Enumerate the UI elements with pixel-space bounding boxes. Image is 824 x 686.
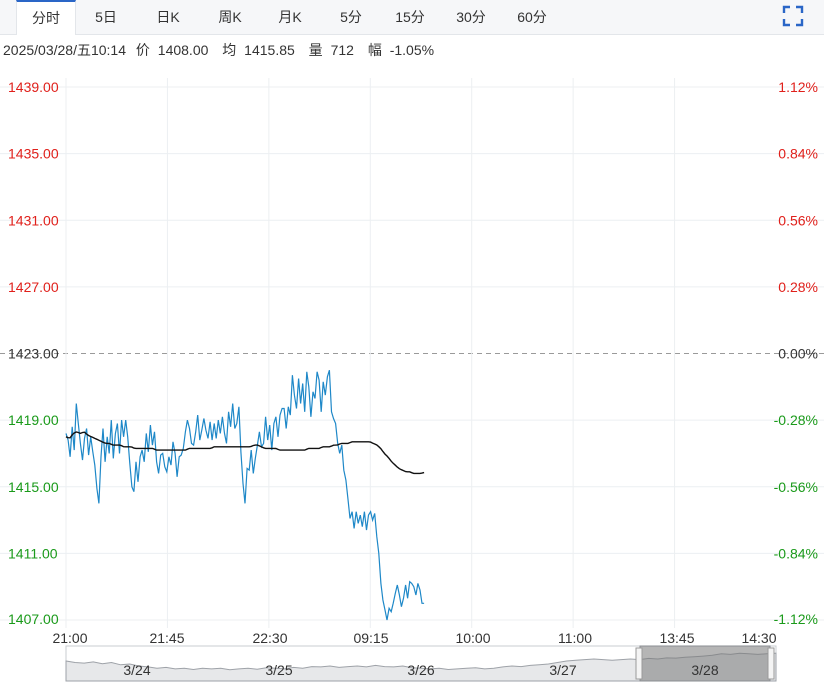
average-value: 1415.85 xyxy=(244,42,295,58)
y-tick-label-left: 1411.00 xyxy=(8,545,58,561)
x-tick-label: 22:30 xyxy=(252,630,287,646)
y-tick-label-left: 1423.00 xyxy=(8,346,59,362)
tab-5-day[interactable]: 5日 xyxy=(95,9,117,25)
y-tick-label-left: 1427.00 xyxy=(8,279,59,295)
fullscreen-icon xyxy=(782,5,804,27)
y-tick-label-right: 0.00% xyxy=(778,346,818,362)
y-tick-label-left: 1407.00 xyxy=(8,611,59,627)
price-axis-left: 1439.00 1435.00 1431.00 1427.00 1423.00 1419.… xyxy=(8,79,59,627)
y-tick-label-left: 1431.00 xyxy=(8,212,59,228)
quote-datetime: 2025/03/28/五10:14 xyxy=(3,42,126,58)
y-tick-label-left: 1435.00 xyxy=(8,146,59,162)
tab-monthly-k[interactable]: 月K xyxy=(278,9,302,25)
x-tick-label: 10:00 xyxy=(455,630,490,646)
fullscreen-button[interactable] xyxy=(779,3,807,29)
y-tick-label-left: 1415.00 xyxy=(8,479,59,495)
tab-30-min[interactable]: 30分 xyxy=(456,9,486,25)
y-tick-label-left: 1419.00 xyxy=(8,412,59,428)
navigator-date-label: 3/28 xyxy=(691,662,718,678)
y-tick-label-right: -1.12% xyxy=(774,611,818,627)
tab-weekly-k[interactable]: 周K xyxy=(218,9,242,25)
price-label: 价 xyxy=(135,42,150,58)
x-tick-label: 14:30 xyxy=(741,630,776,646)
y-tick-label-right: -0.84% xyxy=(774,545,818,561)
x-tick-label: 21:00 xyxy=(52,630,87,646)
navigator-date-label: 3/25 xyxy=(265,662,292,678)
range-navigator[interactable]: 3/24 3/25 3/26 3/27 3/28 xyxy=(65,645,777,682)
y-tick-label-left: 1439.00 xyxy=(8,79,59,95)
tab-daily-k[interactable]: 日K xyxy=(156,9,180,25)
period-tab-bar: 分时 5日 日K 周K 月K 5分 15分 30分 60分 xyxy=(0,0,824,35)
navigator-handle-left xyxy=(635,647,643,680)
average-label: 均 xyxy=(222,42,237,58)
tab-15-min[interactable]: 15分 xyxy=(395,9,425,25)
tab-intraday[interactable]: 分时 xyxy=(16,0,76,35)
y-tick-label-right: 0.84% xyxy=(778,146,818,162)
price-value: 1408.00 xyxy=(157,42,209,58)
y-tick-label-right: -0.28% xyxy=(774,412,818,428)
y-tick-label-right: 0.28% xyxy=(778,279,818,295)
volume-label: 量 xyxy=(308,42,323,58)
tab-5-min[interactable]: 5分 xyxy=(340,9,362,25)
x-tick-label: 21:45 xyxy=(149,630,184,646)
navigator-handle-right xyxy=(767,647,775,680)
volume-value: 712 xyxy=(330,42,354,58)
navigator-date-label: 3/24 xyxy=(123,662,150,678)
quote-info-bar: 2025/03/28/五10:14 价 1408.00 均 1415.85 量 … xyxy=(0,35,824,65)
average-series-line xyxy=(65,431,425,475)
tab-60-min[interactable]: 60分 xyxy=(517,9,547,25)
y-tick-label-right: 0.56% xyxy=(778,212,818,228)
y-tick-label-right: -0.56% xyxy=(774,479,818,495)
navigator-selection xyxy=(639,645,771,682)
price-series-line xyxy=(65,370,425,621)
change-label: 幅 xyxy=(367,42,382,58)
x-tick-label: 11:00 xyxy=(558,630,592,646)
navigator-date-label: 3/26 xyxy=(407,662,434,678)
chart-grid xyxy=(0,78,824,628)
y-tick-label-right: 1.12% xyxy=(778,79,818,95)
time-axis: 21:00 21:45 22:30 09:15 10:00 11:00 13:45 14:30 xyxy=(52,630,776,646)
intraday-chart[interactable]: 1439.00 1435.00 1431.00 1427.00 1423.00 1419.… xyxy=(0,65,824,686)
navigator-date-label: 3/27 xyxy=(549,662,576,678)
x-tick-label: 13:45 xyxy=(659,630,694,646)
change-value: -1.05% xyxy=(389,42,435,58)
x-tick-label: 09:15 xyxy=(353,630,388,646)
percent-axis-right: 1.12% 0.84% 0.56% 0.28% 0.00% -0.28% -0.56% -0.… xyxy=(774,79,818,627)
